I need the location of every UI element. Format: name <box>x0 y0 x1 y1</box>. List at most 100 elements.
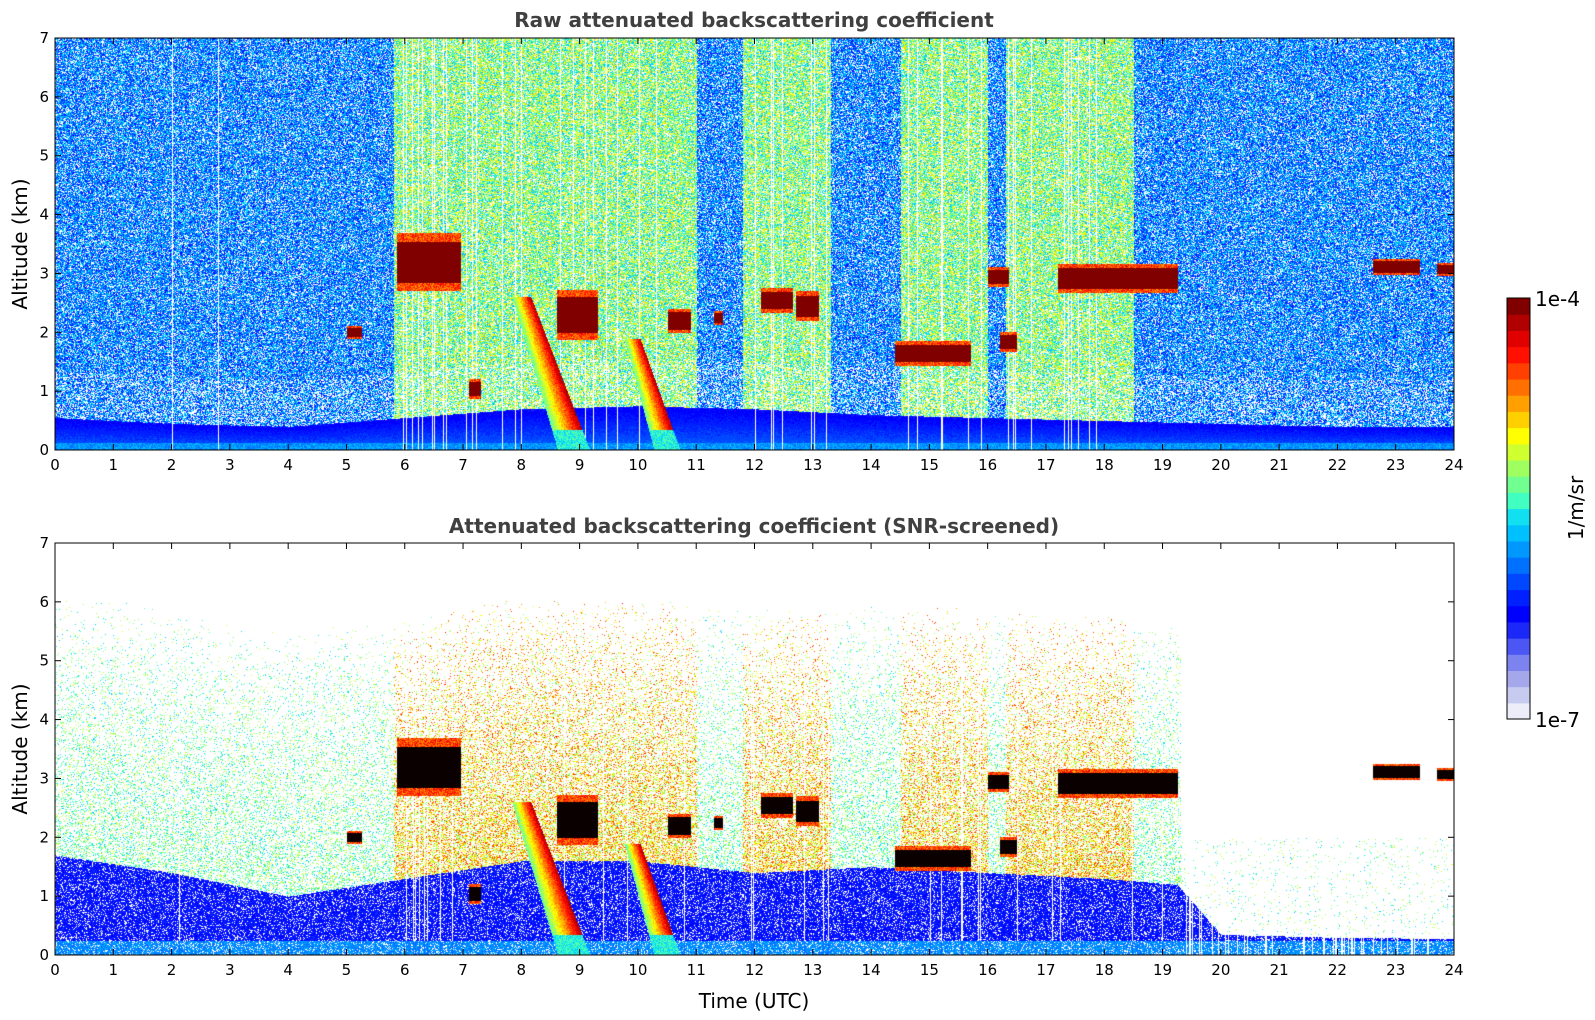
colorbar-swatch <box>1507 524 1530 542</box>
x-tick-label: 15 <box>920 456 939 474</box>
colorbar-swatch <box>1507 557 1530 574</box>
x-tick-label: 17 <box>1036 961 1055 979</box>
y-tick-label: 4 <box>39 711 49 729</box>
x-tick-label: 3 <box>225 961 235 979</box>
colorbar-swatch <box>1507 638 1530 655</box>
colorbar-swatch <box>1507 605 1530 623</box>
backscatter-heatmap <box>55 543 1454 955</box>
y-tick-label: 2 <box>39 828 49 846</box>
colorbar-min-label: 1e-7 <box>1535 708 1580 732</box>
x-tick-label: 1 <box>109 961 119 979</box>
y-tick-label: 5 <box>39 652 49 670</box>
colorbar: 1e-4 1e-7 1/m/sr <box>1506 287 1588 732</box>
x-tick-label: 15 <box>920 961 939 979</box>
colorbar-swatch <box>1507 427 1530 445</box>
x-tick-label: 6 <box>400 456 410 474</box>
axis-ticks: 0 1 2 3 4 5 6 7 8 9 10 11 12 13 14 15 16 17 18 19 20 21 22 23 24… <box>39 534 1463 979</box>
y-tick-label: 4 <box>39 206 49 224</box>
x-tick-label: 0 <box>50 456 60 474</box>
x-tick-label: 7 <box>458 456 468 474</box>
x-tick-label: 14 <box>862 961 881 979</box>
panel-title: Raw attenuated backscattering coefficien… <box>514 8 994 32</box>
x-tick-label: 3 <box>225 456 235 474</box>
y-tick-label: 7 <box>39 29 49 47</box>
y-tick-label: 2 <box>39 323 49 341</box>
colorbar-swatch <box>1507 346 1530 364</box>
x-tick-label: 6 <box>400 961 410 979</box>
x-tick-label: 16 <box>978 456 997 474</box>
x-tick-label: 9 <box>575 961 585 979</box>
colorbar-swatch <box>1507 621 1530 639</box>
panel-screened: Attenuated backscattering coefficient (S… <box>8 514 1464 1013</box>
x-tick-label: 7 <box>458 961 468 979</box>
x-tick-label: 10 <box>628 456 647 474</box>
y-tick-label: 1 <box>39 382 49 400</box>
x-tick-label: 5 <box>342 456 352 474</box>
colorbar-frame <box>1506 297 1531 720</box>
colorbar-swatch <box>1507 476 1530 493</box>
colorbar-swatch <box>1507 508 1530 526</box>
x-tick-label: 22 <box>1328 961 1347 979</box>
x-tick-label: 11 <box>687 961 706 979</box>
colorbar-swatch <box>1507 573 1530 591</box>
colorbar-max-label: 1e-4 <box>1535 287 1580 311</box>
x-axis-label: Time (UTC) <box>698 989 810 1013</box>
colorbar-swatch <box>1507 362 1530 380</box>
x-tick-label: 5 <box>342 961 352 979</box>
x-tick-label: 20 <box>1211 961 1230 979</box>
x-tick-label: 24 <box>1444 961 1463 979</box>
colorbar-swatch <box>1507 686 1530 704</box>
x-tick-label: 12 <box>745 961 764 979</box>
x-tick-label: 8 <box>517 456 527 474</box>
x-tick-label: 13 <box>803 961 822 979</box>
colorbar-swatch <box>1507 670 1530 688</box>
colorbar-swatch <box>1507 443 1530 461</box>
x-tick-label: 13 <box>803 456 822 474</box>
y-axis-label: Altitude (km) <box>8 178 32 309</box>
colorbar-unit-label: 1/m/sr <box>1564 475 1588 540</box>
colorbar-swatch <box>1507 459 1530 477</box>
x-tick-label: 14 <box>862 456 881 474</box>
y-tick-label: 0 <box>39 946 49 964</box>
colorbar-swatch <box>1507 314 1530 331</box>
colorbar-swatch <box>1507 378 1530 396</box>
colorbar-swatch <box>1507 589 1530 607</box>
colorbar-swatch <box>1507 411 1530 429</box>
x-tick-label: 19 <box>1153 456 1172 474</box>
y-tick-label: 1 <box>39 887 49 905</box>
colorbar-swatch <box>1507 702 1530 720</box>
panel-title: Attenuated backscattering coefficient (S… <box>449 514 1059 538</box>
colorbar-swatch <box>1507 492 1530 510</box>
x-tick-label: 0 <box>50 961 60 979</box>
x-tick-label: 18 <box>1095 961 1114 979</box>
x-tick-label: 1 <box>109 456 119 474</box>
x-tick-label: 23 <box>1386 456 1405 474</box>
y-tick-label: 6 <box>39 88 49 106</box>
x-tick-label: 19 <box>1153 961 1172 979</box>
x-tick-label: 17 <box>1036 456 1055 474</box>
x-tick-label: 10 <box>628 961 647 979</box>
x-tick-label: 4 <box>283 456 293 474</box>
x-tick-label: 23 <box>1386 961 1405 979</box>
x-tick-label: 8 <box>517 961 527 979</box>
colorbar-swatch <box>1507 298 1530 315</box>
colorbar-swatches <box>1507 298 1530 720</box>
y-tick-label: 3 <box>39 769 49 787</box>
x-tick-label: 22 <box>1328 456 1347 474</box>
y-tick-label: 5 <box>39 147 49 165</box>
y-tick-label: 7 <box>39 534 49 552</box>
y-tick-label: 3 <box>39 264 49 282</box>
colorbar-swatch <box>1507 654 1530 672</box>
x-tick-label: 21 <box>1270 456 1289 474</box>
colorbar-swatch <box>1507 540 1530 558</box>
x-tick-label: 4 <box>283 961 293 979</box>
x-tick-label: 9 <box>575 456 585 474</box>
x-tick-label: 24 <box>1444 456 1463 474</box>
x-tick-label: 16 <box>978 961 997 979</box>
panel-raw: Raw attenuated backscattering coefficien… <box>8 8 1464 474</box>
backscatter-heatmap <box>55 38 1454 450</box>
x-tick-label: 11 <box>687 456 706 474</box>
colorbar-swatch <box>1507 330 1530 348</box>
x-tick-label: 18 <box>1095 456 1114 474</box>
